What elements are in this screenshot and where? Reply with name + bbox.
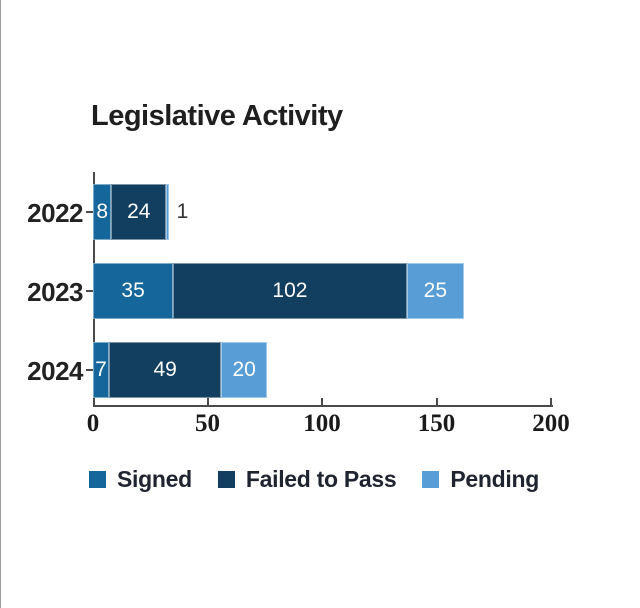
x-axis-tick — [321, 398, 323, 406]
legend-label-signed: Signed — [117, 466, 192, 492]
bar-segment-failed-to-pass — [111, 184, 167, 240]
legend: Signed Failed to Pass Pending — [89, 466, 539, 493]
y-axis-tick — [86, 290, 93, 292]
x-axis-line — [93, 405, 553, 407]
bar-segment-signed — [93, 184, 112, 240]
legend-label-pending: Pending — [450, 466, 539, 492]
legend-item-pending: Pending — [422, 466, 539, 493]
legend-item-signed: Signed — [89, 466, 192, 493]
bar-segment-pending — [221, 342, 268, 398]
legend-label-failed-to-pass: Failed to Pass — [245, 466, 397, 492]
legend-item-failed-to-pass: Failed to Pass — [217, 466, 397, 493]
x-tick-label: 100 — [303, 410, 341, 437]
category-label: 2023 — [27, 277, 83, 307]
bar-segment-failed-to-pass — [109, 342, 222, 398]
pending-swatch-icon — [422, 471, 440, 488]
bar-segment-signed — [93, 342, 110, 398]
x-axis-tick — [435, 398, 438, 406]
bar-segment-pending — [166, 184, 169, 240]
y-axis-tick — [86, 211, 93, 213]
failed-to-pass-swatch-icon — [217, 471, 235, 488]
x-tick-label: 0 — [86, 410, 100, 437]
x-axis-tick — [550, 398, 552, 406]
bar-segment-signed — [93, 263, 174, 319]
bar-segment-failed-to-pass — [173, 263, 407, 319]
y-axis-tick — [86, 369, 93, 371]
chart-title: Legislative Activity — [91, 100, 343, 132]
x-axis-tick — [206, 398, 209, 406]
bar-segment-pending — [406, 263, 464, 319]
category-label: 2024 — [27, 356, 83, 386]
bar-value-label: 1 — [176, 200, 189, 223]
x-tick-label: 150 — [417, 410, 456, 437]
category-label: 2022 — [27, 198, 83, 228]
x-tick-label: 200 — [532, 410, 570, 437]
x-tick-label: 50 — [195, 410, 220, 437]
signed-swatch-icon — [89, 471, 106, 488]
